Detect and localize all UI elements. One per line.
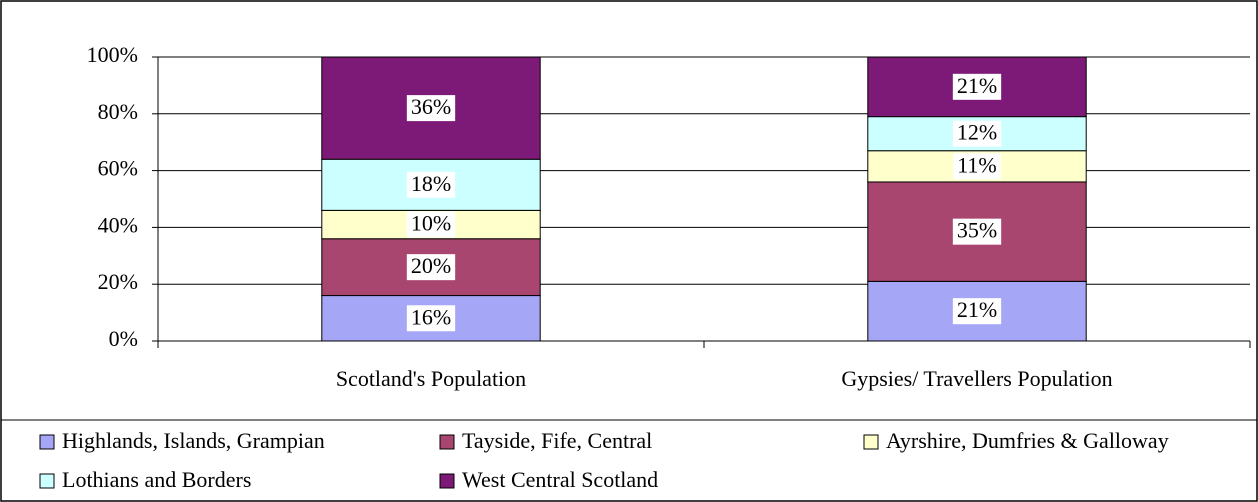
- legend-swatch: [39, 434, 55, 450]
- y-tick-label: 0%: [109, 326, 138, 351]
- data-label: 11%: [957, 152, 997, 177]
- legend-label: Tayside, Fife, Central: [462, 428, 652, 453]
- y-tick-label: 40%: [98, 212, 138, 237]
- label-bg: [952, 218, 1002, 245]
- data-label: 21%: [957, 73, 997, 98]
- label-bg: [953, 153, 1001, 180]
- data-label: 21%: [957, 297, 997, 322]
- data-label: 10%: [411, 211, 451, 236]
- legend-label: Highlands, Islands, Grampian: [62, 428, 325, 453]
- data-label: 16%: [411, 304, 451, 329]
- x-tick-label: Scotland's Population: [336, 366, 526, 391]
- label-bg: [406, 211, 456, 238]
- legend-label: Lothians and Borders: [62, 467, 251, 492]
- legend-label: Ayrshire, Dumfries & Galloway: [886, 428, 1169, 453]
- data-label: 36%: [411, 94, 451, 119]
- legend-swatch: [39, 473, 55, 489]
- data-label: 20%: [411, 253, 451, 278]
- legend-label: West Central Scotland: [462, 467, 658, 492]
- label-bg: [406, 171, 456, 198]
- label-bg: [406, 305, 456, 332]
- data-label: 18%: [411, 171, 451, 196]
- y-tick-label: 80%: [98, 99, 138, 124]
- data-label: 35%: [957, 218, 997, 243]
- legend-border: [0, 419, 1258, 502]
- label-bg: [952, 120, 1002, 147]
- legend-swatch: [439, 473, 455, 489]
- legend-swatch: [439, 434, 455, 450]
- y-tick-label: 100%: [87, 42, 138, 67]
- x-tick-label: Gypsies/ Travellers Population: [841, 366, 1112, 391]
- label-bg: [406, 254, 456, 281]
- y-tick-label: 60%: [98, 156, 138, 181]
- y-tick-label: 20%: [98, 269, 138, 294]
- data-label: 12%: [957, 120, 997, 145]
- legend-swatch: [863, 434, 879, 450]
- label-bg: [952, 73, 1002, 100]
- label-bg: [406, 95, 456, 122]
- label-bg: [952, 298, 1002, 325]
